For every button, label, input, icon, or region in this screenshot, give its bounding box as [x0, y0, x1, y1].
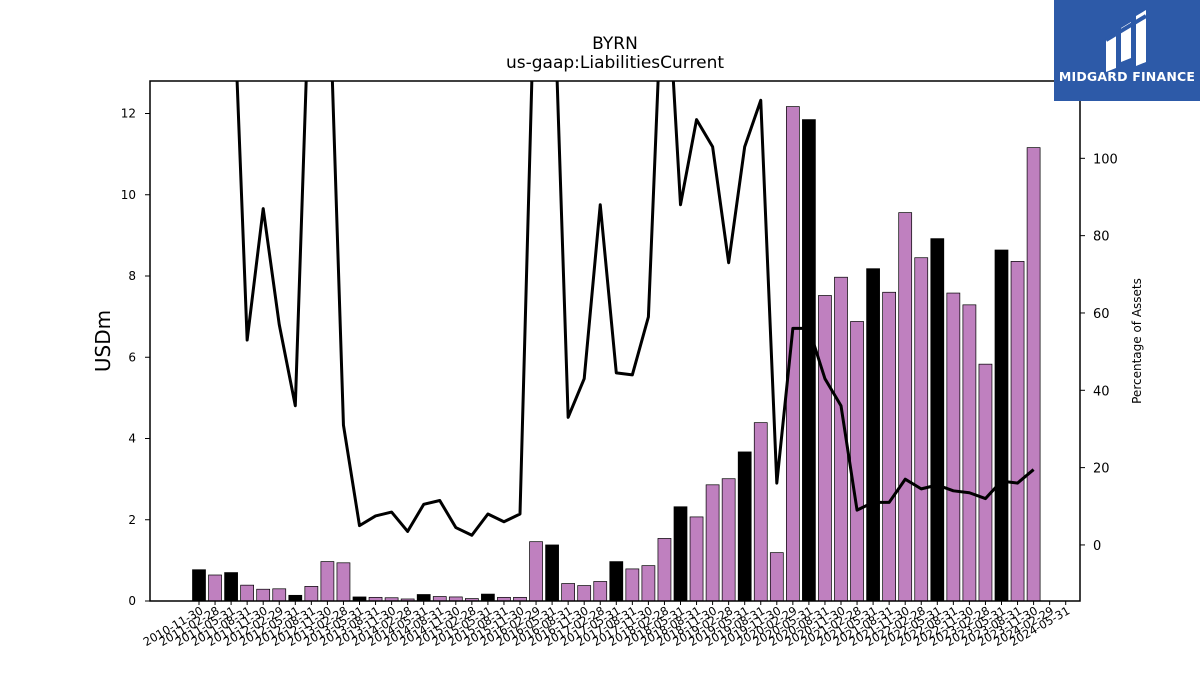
bar: [994, 249, 1009, 602]
bar: [978, 363, 993, 602]
bar: [850, 321, 864, 602]
logo: MIDGARD FINANCE: [1054, 0, 1200, 101]
bar: [192, 569, 206, 602]
bar: [769, 552, 784, 602]
y2-tick-label: 100: [1093, 152, 1118, 167]
pct-line: [235, 81, 1035, 537]
bar: [689, 516, 704, 602]
bar: [737, 451, 752, 602]
bar: [705, 484, 720, 602]
bar: [625, 568, 640, 602]
pct-line-series: [235, 81, 1035, 537]
bar: [898, 212, 913, 602]
bar: [545, 544, 559, 602]
y2-tick-label: 60: [1093, 307, 1110, 322]
bar: [882, 291, 897, 602]
bar: [481, 593, 495, 602]
y2-tick-label: 0: [1093, 539, 1101, 554]
bar: [577, 585, 592, 602]
bar: [1026, 147, 1041, 602]
bar: [224, 572, 238, 602]
bar: [641, 565, 656, 602]
bar: [609, 561, 624, 602]
bar-series: [192, 106, 1041, 602]
y2-tick-label: 20: [1093, 462, 1110, 477]
bar: [802, 119, 816, 602]
bar: [673, 506, 688, 602]
bar: [529, 541, 543, 602]
logo-text: MIDGARD FINANCE: [1058, 69, 1196, 84]
bar: [721, 478, 736, 602]
bar: [914, 257, 929, 602]
bar: [272, 588, 287, 602]
bar: [416, 594, 431, 602]
bar: [962, 304, 977, 602]
bar: [946, 292, 961, 602]
bar: [561, 583, 576, 602]
bar: [304, 586, 319, 602]
bar: [288, 594, 303, 602]
chart-subtitle: us-gaap:LiabilitiesCurrent: [506, 53, 724, 73]
bar: [930, 238, 945, 602]
y-tick-label: 10: [121, 188, 136, 202]
chart-title: BYRN: [592, 34, 638, 54]
y-axis-label: USDm: [91, 310, 115, 372]
y-tick-label: 12: [121, 107, 136, 121]
axes: 0246810120204060801002010-11-302011-02-2…: [121, 107, 1118, 650]
bar: [753, 422, 768, 602]
bar: [240, 584, 254, 602]
y2-axis-label: Percentage of Assets: [1130, 278, 1144, 404]
y-tick-label: 8: [128, 269, 136, 283]
bar: [785, 106, 800, 602]
bar: [657, 538, 672, 602]
bar: [320, 561, 335, 602]
bar: [336, 562, 351, 602]
y2-tick-label: 80: [1093, 230, 1110, 245]
bar: [818, 295, 832, 602]
bar: [208, 574, 222, 602]
y-tick-label: 4: [128, 432, 136, 446]
plot-frame: [149, 80, 1081, 602]
bar: [1010, 261, 1025, 602]
y-tick-label: 0: [128, 594, 136, 608]
bar: [256, 588, 271, 602]
y2-tick-label: 40: [1093, 384, 1110, 399]
bar: [593, 581, 608, 602]
bar: [866, 268, 880, 602]
logo-mark-icon: [1104, 10, 1148, 72]
y-tick-label: 2: [128, 513, 136, 527]
y-tick-label: 6: [128, 350, 136, 364]
